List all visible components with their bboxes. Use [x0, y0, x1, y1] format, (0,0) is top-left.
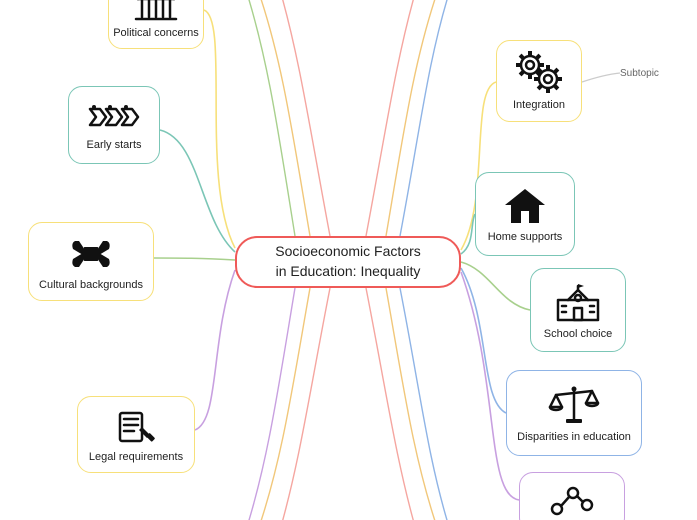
- center-topic[interactable]: Socioeconomic Factors in Education: Ineq…: [235, 236, 461, 288]
- node-cultural-label: Cultural backgrounds: [39, 279, 143, 292]
- node-legal[interactable]: Legal requirements: [77, 396, 195, 473]
- center-title-line2: in Education: Inequality: [276, 263, 421, 279]
- subtopic-label[interactable]: Subtopic: [620, 68, 659, 79]
- node-early[interactable]: Early starts: [68, 86, 160, 164]
- node-cultural[interactable]: Cultural backgrounds: [28, 222, 154, 301]
- node-home-label: Home supports: [488, 231, 563, 244]
- center-title-line1: Socioeconomic Factors: [275, 243, 421, 259]
- gears-icon: [514, 51, 564, 95]
- node-home[interactable]: Home supports: [475, 172, 575, 256]
- node-legal-label: Legal requirements: [89, 451, 183, 464]
- node-school-label: School choice: [544, 328, 613, 341]
- hands-icon: [65, 233, 117, 275]
- legal-icon: [114, 407, 158, 447]
- node-disparities-label: Disparities in education: [517, 431, 631, 444]
- chevrons-icon: [86, 99, 142, 135]
- node-political[interactable]: Political concerns: [108, 0, 204, 49]
- node-integration[interactable]: Integration: [496, 40, 582, 122]
- home-icon: [501, 185, 549, 227]
- node-disparities[interactable]: Disparities in education: [506, 370, 642, 456]
- network-icon: [547, 483, 597, 519]
- node-political-label: Political concerns: [113, 27, 199, 40]
- node-early-label: Early starts: [86, 139, 141, 152]
- node-school[interactable]: School choice: [530, 268, 626, 352]
- school-icon: [552, 280, 604, 324]
- gov-icon: [132, 0, 180, 23]
- node-integration-label: Integration: [513, 99, 565, 112]
- scales-icon: [546, 383, 602, 427]
- node-bottom[interactable]: [519, 472, 625, 520]
